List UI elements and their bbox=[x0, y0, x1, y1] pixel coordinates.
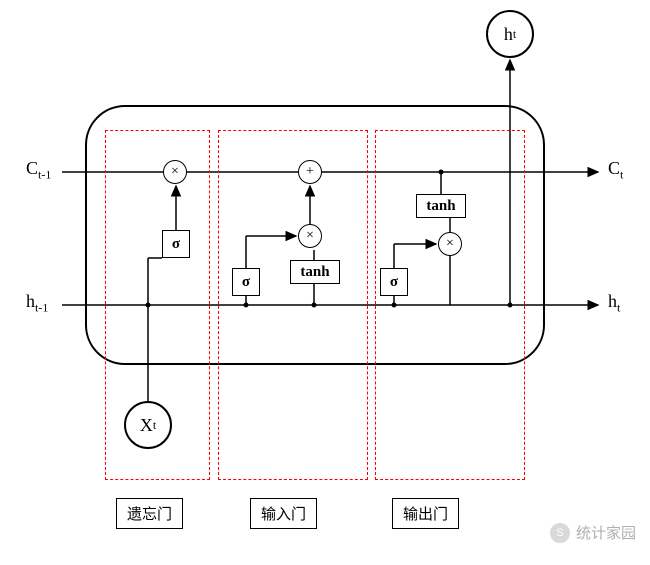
h-top-circle: ht bbox=[486, 10, 534, 58]
c-prev-label: Ct-1 bbox=[26, 158, 51, 183]
watermark-icon: S bbox=[550, 523, 570, 543]
h-top-text: h bbox=[504, 24, 513, 45]
h-next-sub: t bbox=[617, 301, 620, 315]
watermark: S 统计家园 bbox=[550, 522, 636, 543]
input-gate-box bbox=[218, 130, 368, 480]
h-top-sub: t bbox=[513, 27, 516, 42]
h-next-label: ht bbox=[608, 291, 620, 316]
c-next-label: Ct bbox=[608, 158, 623, 183]
tanh-output-box: tanh bbox=[416, 194, 466, 218]
sigma-forget-box: σ bbox=[162, 230, 190, 258]
h-prev-text: h bbox=[26, 291, 35, 311]
c-next-text: C bbox=[608, 158, 620, 178]
forget-gate-label: 遗忘门 bbox=[116, 498, 183, 529]
output-gate-box bbox=[375, 130, 525, 480]
h-prev-sub: t-1 bbox=[35, 301, 48, 315]
input-gate-label: 输入门 bbox=[250, 498, 317, 529]
output-gate-label: 输出门 bbox=[392, 498, 459, 529]
h-next-text: h bbox=[608, 291, 617, 311]
sigma-input-box: σ bbox=[232, 268, 260, 296]
watermark-text: 统计家园 bbox=[576, 522, 636, 543]
x-t-circle: Xt bbox=[124, 401, 172, 449]
add-input-op: + bbox=[298, 160, 322, 184]
mul-input-op: × bbox=[298, 224, 322, 248]
x-t-text: X bbox=[140, 415, 153, 436]
mul-forget-op: × bbox=[163, 160, 187, 184]
c-next-sub: t bbox=[620, 168, 623, 182]
x-t-sub: t bbox=[153, 418, 156, 433]
c-prev-sub: t-1 bbox=[38, 168, 51, 182]
tanh-input-box: tanh bbox=[290, 260, 340, 284]
sigma-output-box: σ bbox=[380, 268, 408, 296]
h-prev-label: ht-1 bbox=[26, 291, 48, 316]
mul-output-op: × bbox=[438, 232, 462, 256]
c-prev-text: C bbox=[26, 158, 38, 178]
diagram-canvas: 遗忘门 输入门 输出门 σ σ tanh σ tanh × + × × Ct-1… bbox=[0, 0, 650, 565]
